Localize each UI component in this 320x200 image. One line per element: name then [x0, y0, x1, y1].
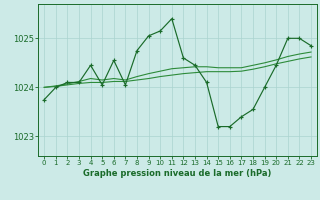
X-axis label: Graphe pression niveau de la mer (hPa): Graphe pression niveau de la mer (hPa): [84, 169, 272, 178]
